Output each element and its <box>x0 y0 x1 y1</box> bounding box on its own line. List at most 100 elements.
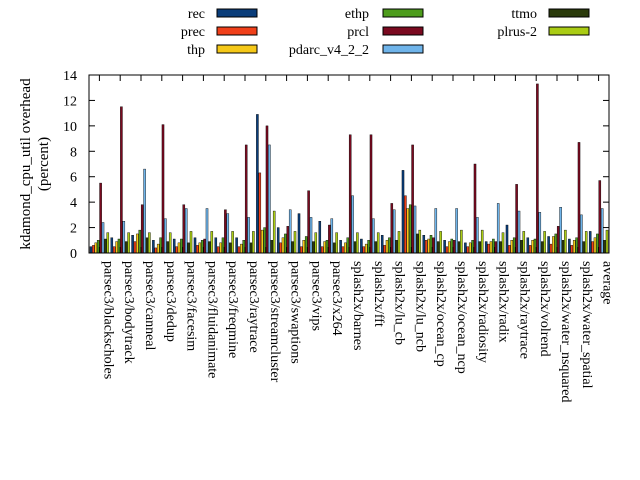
bar-pdarc_v4_2_2-8 <box>268 144 271 254</box>
x-tick-label: parsec3/dedup <box>163 261 178 342</box>
bar-ttmo-23 <box>582 241 586 254</box>
bar-thp-2 <box>136 233 139 254</box>
bar-rec-22 <box>547 236 550 254</box>
bar-pdarc_v4_2_2-22 <box>559 207 562 254</box>
y-tick-label: 2 <box>70 222 77 237</box>
bar-pdarc_v4_2_2-3 <box>164 218 167 254</box>
x-tick-label: parsec3/swaptions <box>288 261 303 364</box>
legend-swatch <box>548 26 590 36</box>
y-axis: 0 2 4 6 8 10 12 14 <box>63 69 609 262</box>
bar-ttmo-13 <box>374 241 378 254</box>
bar-prcl-6 <box>224 209 227 254</box>
bar-pdarc_v4_2_2-12 <box>351 195 354 254</box>
legend-swatch <box>216 44 258 54</box>
bar-plrus-2-16 <box>439 231 442 254</box>
bar-ttmo-12 <box>353 241 357 254</box>
bar-prcl-20 <box>515 184 518 254</box>
bar-plrus-2-2 <box>148 232 151 254</box>
bar-plrus-2-10 <box>314 232 318 254</box>
bar-prec-23 <box>570 245 574 254</box>
bar-thp-19 <box>489 241 493 254</box>
bar-thp-6 <box>219 242 222 254</box>
bar-prcl-1 <box>120 106 123 254</box>
bar-prcl-3 <box>161 124 165 254</box>
bar-plrus-2-13 <box>376 232 380 254</box>
bar-pdarc_v4_2_2-16 <box>434 208 438 254</box>
bar-thp-7 <box>240 243 243 254</box>
y-tick-label: 0 <box>70 247 77 262</box>
bar-pdarc_v4_2_2-21 <box>538 212 542 254</box>
x-tick-label: splash2x/ocean_cp <box>433 261 448 367</box>
bar-plrus-2-22 <box>564 229 567 254</box>
x-tick-label: splash2x/ocean_ncp <box>454 261 469 374</box>
bar-thp-9 <box>281 237 285 254</box>
x-axis: parsec3/blackscholes parsec3/bodytrack par… <box>98 75 615 403</box>
legend-label: plrus-2 <box>497 25 537 40</box>
bar-prec-24 <box>591 241 594 254</box>
bar-plrus-2-3 <box>168 232 172 254</box>
bar-thp-21 <box>531 240 534 254</box>
bar-ttmo-9 <box>291 241 294 254</box>
legend: rec prec thp ethp prcl pdarc_v4_2_2 ttmo plrus-… <box>181 7 590 58</box>
bar-plrus-2-20 <box>522 231 526 254</box>
bar-ttmo-11 <box>332 242 336 254</box>
bar-thp-24 <box>593 237 597 254</box>
bar-thp-10 <box>302 240 306 254</box>
bar-rec-5 <box>193 237 197 254</box>
bar-ttmo-20 <box>520 240 523 254</box>
bar-plrus-2-5 <box>210 231 214 254</box>
bar-prec-14 <box>383 245 386 254</box>
bar-rec-19 <box>484 241 488 254</box>
bar-ttmo-6 <box>228 242 232 254</box>
bar-plrus-2-15 <box>418 229 422 254</box>
bar-rec-14 <box>380 234 384 254</box>
bar-prcl-18 <box>473 163 477 254</box>
bar-pdarc_v4_2_2-9 <box>288 209 292 254</box>
bar-prcl-13 <box>369 134 373 254</box>
y-tick-label: 12 <box>63 94 77 109</box>
bar-rec-4 <box>172 238 176 254</box>
bar-rec-20 <box>505 224 509 254</box>
bar-plrus-2-17 <box>460 229 463 254</box>
legend-label: pdarc_v4_2_2 <box>289 43 369 58</box>
bar-prec-8 <box>258 172 262 254</box>
x-tick-label: splash2x/raytrace <box>516 261 531 359</box>
bar-thp-15 <box>406 208 410 254</box>
x-tick-label: splash2x/radix <box>496 261 511 343</box>
bar-prec-13 <box>362 246 366 254</box>
bar-ttmo-21 <box>540 241 544 254</box>
bar-ttmo-14 <box>395 240 398 254</box>
bar-prec-19 <box>487 243 490 254</box>
bar-pdarc_v4_2_2-7 <box>247 217 250 254</box>
bar-ttmo-5 <box>208 241 211 254</box>
bar-plrus-2-0 <box>106 232 110 254</box>
bar-ttmo-4 <box>187 242 190 254</box>
bar-prec-18 <box>466 246 470 254</box>
bar-pdarc_v4_2_2-18 <box>476 217 479 254</box>
bar-pdarc_v4_2_2-1 <box>122 221 126 254</box>
bar-rec-23 <box>568 238 571 254</box>
bar-pdarc_v4_2_2-13 <box>372 218 375 254</box>
bar-thp-20 <box>510 240 514 254</box>
x-tick-label: splash2x/lu_cb <box>392 261 407 345</box>
bar-prec-2 <box>133 241 137 254</box>
bar-prcl-2 <box>140 204 144 254</box>
y-axis-unit: (percent) <box>36 137 52 191</box>
bar-pdarc_v4_2_2-14 <box>392 209 396 254</box>
bar-ttmo-8 <box>270 240 274 254</box>
x-tick-label: parsec3/canneal <box>142 261 157 350</box>
bar-ttmo-22 <box>561 240 565 254</box>
bar-prcl-12 <box>348 134 352 254</box>
y-axis-title: kdamond_cpu_util overhead <box>18 78 34 250</box>
x-tick-label: parsec3/bodytrack <box>121 261 136 364</box>
legend-label: rec <box>188 7 205 22</box>
bar-prec-6 <box>216 246 220 254</box>
bar-rec-24 <box>588 231 592 254</box>
x-tick-label: splash2x/fft <box>371 261 386 327</box>
bar-thp-14 <box>385 240 389 254</box>
legend-swatch <box>382 44 424 54</box>
legend-swatch <box>548 8 590 18</box>
bar-prec-17 <box>445 246 449 254</box>
bar-pdarc_v4_2_2-11 <box>330 218 334 254</box>
